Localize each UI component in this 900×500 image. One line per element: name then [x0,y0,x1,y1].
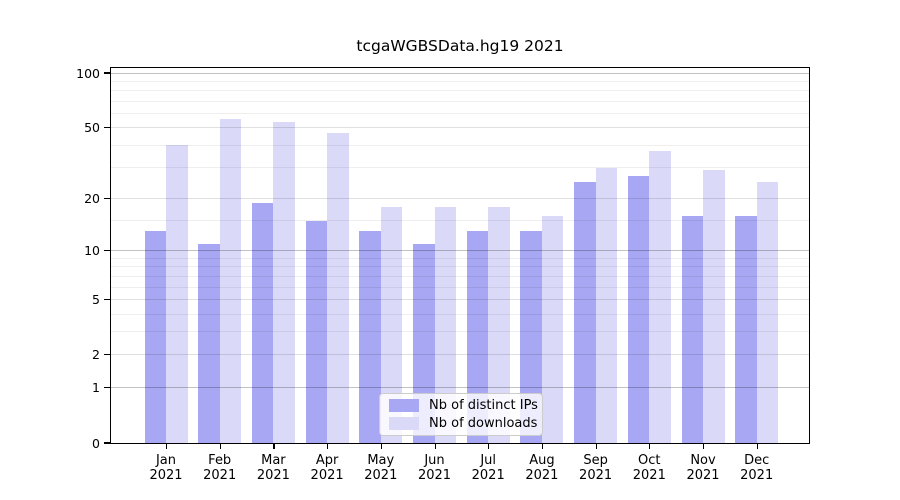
legend: Nb of distinct IPs Nb of downloads [379,393,543,436]
x-tick-label-may: May 2021 [350,453,412,483]
x-label-month: Jun [424,453,445,468]
bar-downloads-nov [703,170,725,443]
x-tick-label-dec: Dec 2021 [726,453,788,483]
x-tick-label-aug: Aug 2021 [511,453,573,483]
bar-downloads-may [380,206,403,443]
x-tick-mark-aug [541,444,544,449]
x-label-month: Mar [261,453,286,468]
bar-ips-sep [574,181,596,443]
y-tick-mark-0 [104,442,110,444]
x-label-month: May [367,453,395,468]
y-tick-mark-20 [104,198,110,200]
x-label-year: 2021 [525,468,559,483]
bar-ips-jul [466,231,489,443]
x-tick-mark-oct [649,444,651,449]
x-label-year: 2021 [149,468,183,483]
x-tick-label-jan: Jan 2021 [135,453,197,483]
bar-downloads-oct [649,151,671,443]
bar-downloads-dec [756,181,779,443]
x-tick-label-apr: Apr 2021 [296,453,358,483]
x-label-year: 2021 [256,468,290,483]
x-tick-mark-apr [327,444,329,449]
x-label-year: 2021 [740,468,774,483]
bar-downloads-aug [541,215,564,443]
bar-downloads-apr [327,132,349,443]
x-tick-mark-feb [219,444,221,449]
y-tick-mark-50 [104,127,110,129]
bar-ips-feb [198,243,220,443]
y-tick-mark-2 [104,354,110,356]
bars-layer [111,68,809,443]
bar-ips-nov [681,215,703,443]
x-label-month: Jul [480,453,497,468]
bar-downloads-jul [488,206,510,443]
x-tick-label-nov: Nov 2021 [672,453,734,483]
x-tick-mark-jul [488,444,490,449]
legend-swatch-distinct-ips [389,398,419,412]
bar-ips-apr [305,220,328,443]
x-label-year: 2021 [364,468,398,483]
x-label-year: 2021 [471,468,505,483]
x-label-year: 2021 [417,468,452,483]
x-label-month: Feb [208,453,232,468]
y-tick-mark-1 [104,386,110,388]
x-label-month: Jan [155,453,177,468]
y-tick-label-20: 20 [84,191,100,207]
legend-label-downloads: Nb of downloads [429,416,538,432]
bar-ips-dec [735,215,757,443]
x-label-month: Oct [638,453,661,468]
y-tick-label-5: 5 [92,291,100,307]
x-label-year: 2021 [310,468,344,483]
bar-ips-aug [520,231,542,443]
bar-ips-may [359,231,381,443]
legend-item-distinct-ips: Nb of distinct IPs [389,398,542,413]
x-tick-mark-dec [756,444,758,449]
y-tick-label-10: 10 [84,243,100,259]
x-tick-mark-may [380,444,382,449]
x-tick-mark-jun [434,444,436,449]
bar-downloads-jan [166,145,188,443]
x-label-year: 2021 [579,468,613,483]
bar-ips-oct [627,175,650,443]
bar-downloads-mar [273,121,295,443]
bar-downloads-sep [595,167,618,443]
x-label-year: 2021 [632,468,666,483]
y-tick-label-50: 50 [84,120,100,136]
y-tick-mark-10 [104,250,110,252]
x-tick-label-jul: Jul 2021 [457,453,519,483]
legend-label-distinct-ips: Nb of distinct IPs [429,397,538,413]
bar-ips-jan [144,231,166,443]
x-tick-label-jun: Jun 2021 [404,453,466,483]
bar-downloads-jun [434,206,456,443]
y-tick-label-2: 2 [92,347,100,363]
x-label-month: Apr [315,453,339,468]
y-tick-mark-5 [104,298,110,300]
bar-downloads-feb [219,118,242,443]
y-tick-label-0: 0 [92,435,100,451]
x-label-month: Dec [744,453,770,468]
x-tick-mark-mar [273,444,275,449]
x-label-year: 2021 [203,468,237,483]
x-tick-mark-nov [703,444,705,449]
legend-item-downloads: Nb of downloads [389,416,542,431]
chart-title: tcgaWGBSData.hg19 2021 [356,37,564,55]
x-label-month: Nov [690,453,716,468]
x-tick-label-feb: Feb 2021 [189,453,251,483]
y-tick-label-100: 100 [76,65,100,81]
y-tick-mark-100 [104,72,110,74]
plot-area: Nb of distinct IPs Nb of downloads [110,67,810,444]
bar-ips-mar [251,202,274,443]
x-tick-label-mar: Mar 2021 [242,453,304,483]
legend-swatch-downloads [389,417,419,431]
x-tick-mark-jan [166,444,168,449]
x-tick-label-sep: Sep 2021 [565,453,627,483]
y-tick-label-1: 1 [92,379,100,395]
x-label-month: Sep [583,453,608,468]
x-tick-mark-sep [595,444,597,449]
x-label-year: 2021 [686,468,720,483]
x-label-month: Aug [529,453,555,468]
x-tick-label-oct: Oct 2021 [618,453,680,483]
